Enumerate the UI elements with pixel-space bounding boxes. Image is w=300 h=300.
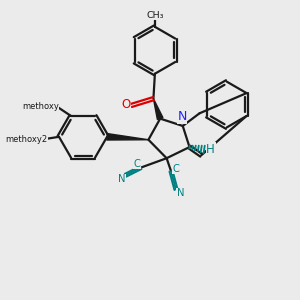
Polygon shape [107,134,148,140]
Text: methoxy2: methoxy2 [5,135,47,144]
Text: O: O [48,102,57,112]
Text: N: N [118,174,125,184]
Text: methoxy: methoxy [22,102,59,111]
Text: CH₃: CH₃ [146,11,164,20]
Polygon shape [153,99,163,120]
Text: N: N [177,188,184,198]
Text: C: C [172,164,179,174]
Text: H: H [206,143,215,156]
Text: N: N [178,110,187,123]
Text: O: O [122,98,131,111]
Text: O: O [34,134,42,144]
Text: C: C [133,159,140,169]
